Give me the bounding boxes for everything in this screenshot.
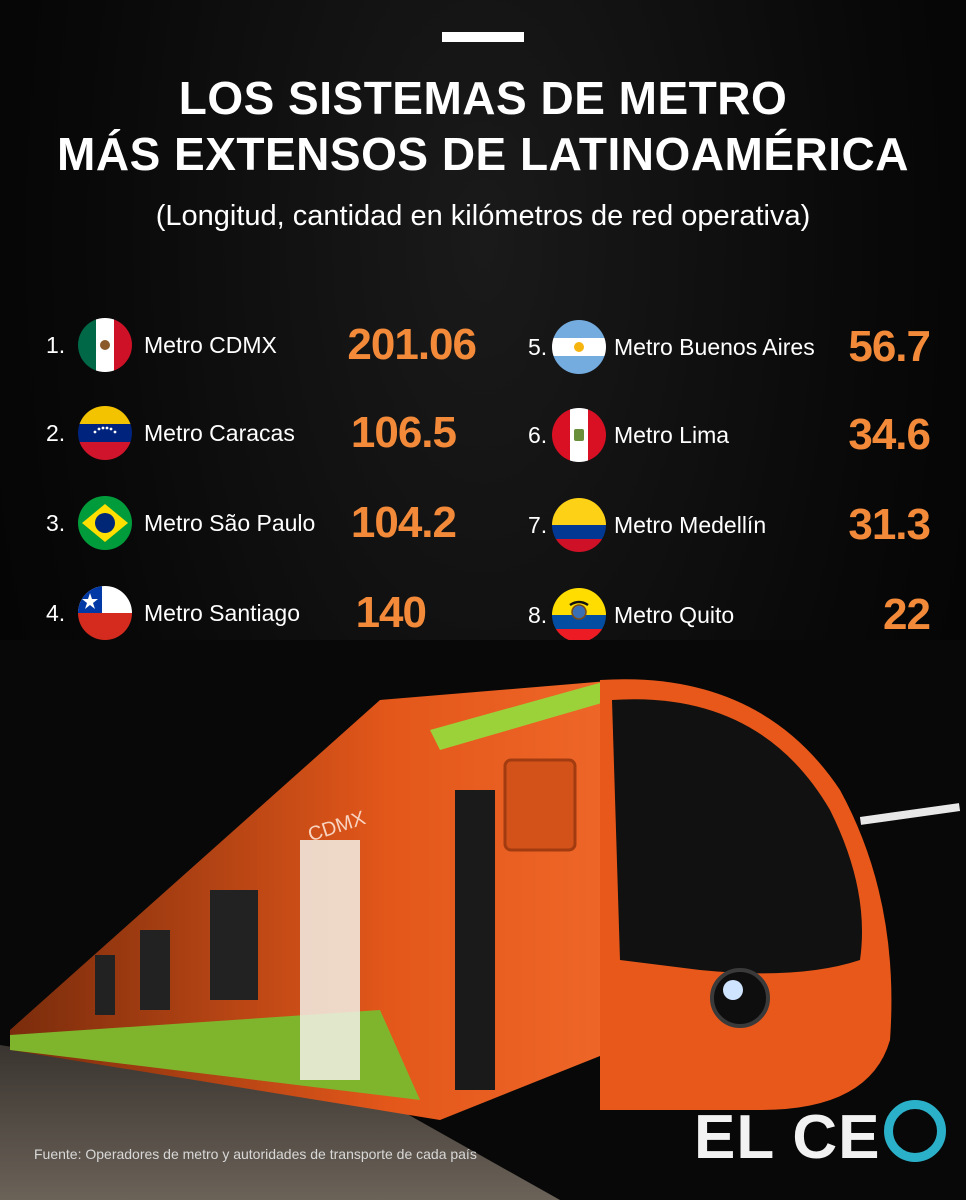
- item-value: 31.3: [848, 500, 931, 549]
- rank: 7.: [528, 512, 548, 538]
- top-accent-bar: [442, 32, 524, 42]
- list-item: 4. Metro Santiago 140: [46, 586, 486, 642]
- logo-text: EL CE: [694, 1103, 881, 1172]
- item-value: 140: [355, 588, 427, 637]
- colombia-flag-icon: [552, 498, 606, 552]
- item-name: Metro Lima: [614, 422, 730, 448]
- item-value: 201.06: [347, 320, 477, 369]
- brazil-flag-icon: [78, 496, 132, 550]
- rank: 8.: [528, 602, 548, 628]
- chile-flag-icon: [78, 586, 132, 640]
- list-item: 5. Metro Buenos Aires 56.7: [528, 320, 948, 376]
- item-value: 56.7: [848, 322, 931, 371]
- logo-ring-icon: [884, 1100, 947, 1162]
- item-name: Metro Santiago: [144, 600, 300, 626]
- item-value: 106.5: [350, 408, 457, 457]
- item-name: Metro CDMX: [144, 332, 277, 358]
- source-note: Fuente: Operadores de metro y autoridade…: [34, 1146, 477, 1162]
- train-illustration: CDMX: [0, 640, 966, 1200]
- item-name: Metro Buenos Aires: [614, 334, 815, 360]
- ecuador-flag-icon: [552, 588, 606, 642]
- mexico-flag-icon: [78, 318, 132, 372]
- peru-flag-icon: [552, 408, 606, 462]
- item-name: Metro Caracas: [144, 420, 295, 446]
- rank: 4.: [46, 600, 66, 626]
- rank: 2.: [46, 420, 66, 446]
- item-name: Metro Medellín: [614, 512, 767, 538]
- item-value: 104.2: [350, 498, 457, 547]
- subtitle: (Longitud, cantidad en kilómetros de red…: [155, 200, 811, 232]
- list-item: 2. Metro Caracas 106.5: [46, 406, 486, 462]
- page-title: LOS SISTEMAS DE METRO MÁS EXTENSOS DE LA…: [0, 70, 966, 182]
- list-item: 6. Metro Lima 34.6: [528, 408, 948, 464]
- rank: 1.: [46, 332, 66, 358]
- venezuela-flag-icon: [78, 406, 132, 460]
- list-item: 8. Metro Quito 22: [528, 588, 948, 644]
- rank: 3.: [46, 510, 66, 536]
- rank: 6.: [528, 422, 548, 448]
- item-name: Metro São Paulo: [144, 510, 316, 536]
- list-item: 3. Metro São Paulo 104.2: [46, 496, 486, 552]
- title-line-2: MÁS EXTENSOS DE LATINOAMÉRICA: [57, 128, 909, 180]
- item-name: Metro Quito: [614, 602, 735, 628]
- list-item: 7. Metro Medellín 31.3: [528, 498, 948, 554]
- title-line-1: LOS SISTEMAS DE METRO: [178, 72, 788, 124]
- item-value: 22: [883, 590, 931, 639]
- rank: 5.: [528, 334, 548, 360]
- argentina-flag-icon: [552, 320, 606, 374]
- item-value: 34.6: [848, 410, 931, 459]
- list-item: 1. Metro CDMX 201.06: [46, 318, 486, 374]
- el-ceo-logo: EL CE: [694, 1100, 947, 1173]
